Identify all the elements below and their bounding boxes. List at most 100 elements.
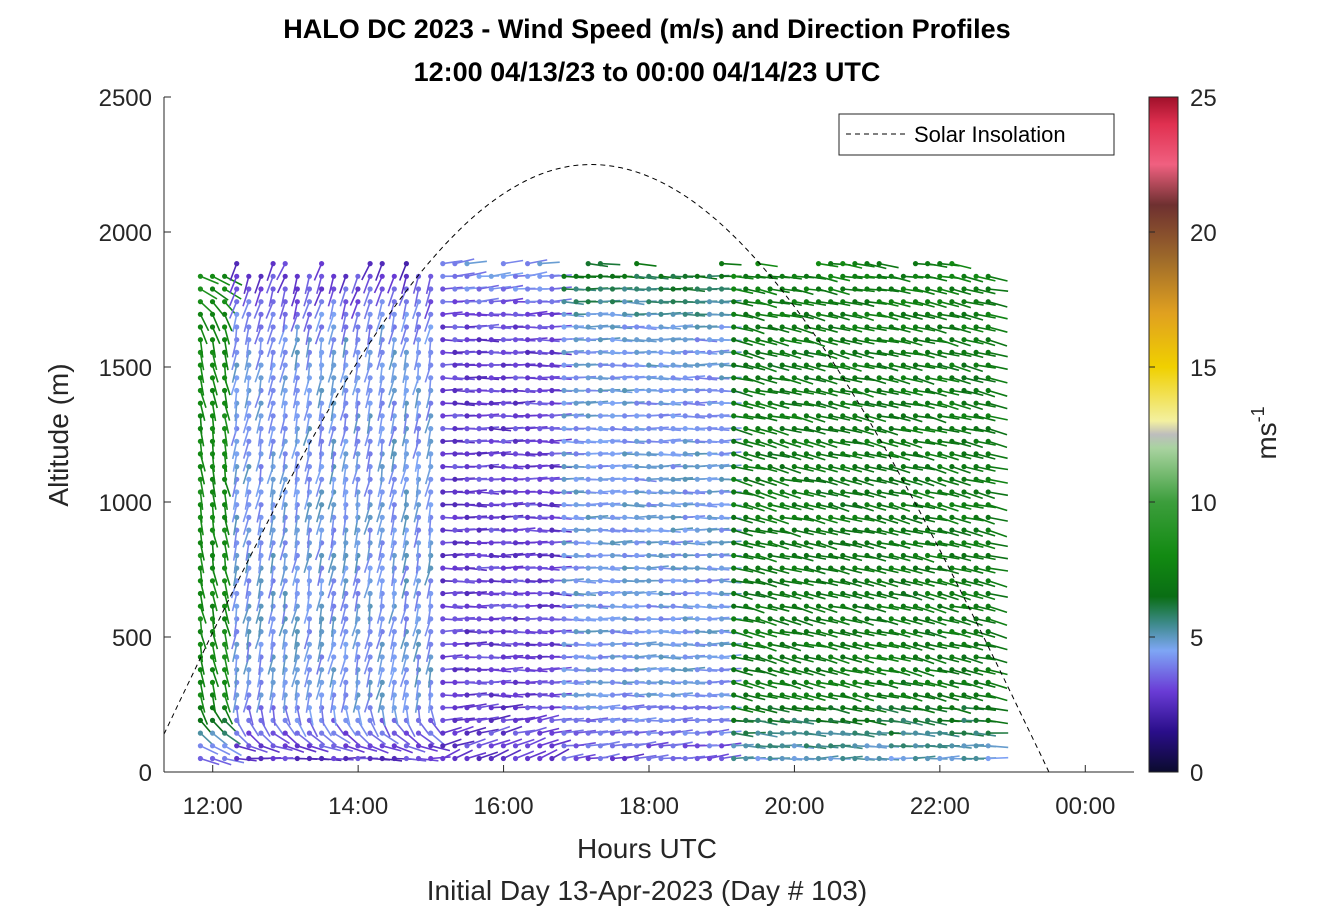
wind-barb-point [719,273,725,279]
wind-barb-shaft [284,745,305,753]
wind-barb-point [658,451,664,457]
wind-barb-point [319,743,325,749]
wind-barb-point [743,629,749,635]
wind-barb-point [549,311,555,317]
wind-barb-point [937,514,943,521]
wind-barb-point [282,311,288,317]
wind-barb-point [367,527,373,533]
wind-barb-point [925,616,931,622]
wind-barb-point [597,400,604,406]
wind-barb-point [888,641,894,647]
wind-barb-shaft [228,301,238,319]
wind-barb-shaft [818,580,839,587]
wind-barb-point [403,552,409,559]
wind-barb-point [912,603,919,609]
wind-barb-point [500,451,506,457]
wind-barb-point [937,375,943,381]
wind-barb-shaft [806,694,826,702]
wind-barb-shaft [830,453,851,458]
wind-barb-point [246,527,252,533]
wind-barb-point [282,299,288,305]
wind-barb-point [258,324,264,330]
wind-barb-shaft [939,377,960,383]
wind-barb-point [464,451,470,457]
wind-barb-point [682,438,688,444]
wind-barb-shaft [866,326,887,332]
wind-barb-point [391,273,397,279]
wind-barb-point [706,565,713,571]
wind-barb-point [537,629,543,635]
wind-barb-point [500,552,506,559]
wind-barb-shaft [842,681,863,689]
wind-barb-point [585,679,591,686]
wind-barb-shaft [903,478,923,486]
wind-barb-point [403,616,409,622]
wind-barb-point [694,603,700,609]
wind-barb-point [803,641,810,647]
wind-barb-shaft [478,703,499,709]
wind-barb-point [415,527,422,533]
wind-barb-point [925,603,931,609]
wind-barb-shaft [307,568,311,587]
wind-barb-point [852,552,858,559]
wind-barb-point [815,641,822,647]
wind-barb-point [900,705,907,711]
wind-barb-shaft [733,377,754,382]
wind-barb-point [428,755,434,762]
wind-barb-point [512,438,519,444]
wind-barb-point [937,387,943,394]
wind-barb-point [840,261,846,267]
wind-barb-shaft [381,707,386,726]
wind-barb-point [731,654,737,660]
wind-barb-point [306,502,312,508]
wind-barb-shaft [415,479,420,498]
wind-barb-shaft [315,491,323,510]
wind-barb-shaft [375,631,383,650]
wind-barb-point [706,743,713,749]
wind-barb-shaft [915,694,936,700]
wind-barb-point [585,311,591,317]
wind-barb-point [719,641,725,647]
wind-barb-point [500,743,506,749]
wind-barb-point [682,540,688,546]
wind-barb-shaft [854,491,875,498]
wind-barb-point [403,578,409,584]
wind-barb-point [743,286,749,292]
wind-barb-point [682,413,688,419]
wind-barb-point [428,413,434,419]
wind-barb-point [464,616,470,622]
wind-barb-point [815,755,822,762]
wind-barb-shaft [318,453,323,472]
wind-barb-point [512,717,519,724]
wind-barb-point [391,502,397,508]
wind-barb-point [597,641,604,647]
wind-barb-shaft [233,466,238,485]
wind-barb-point [864,629,870,635]
wind-barb-shaft [355,669,359,688]
wind-barb-shaft [648,754,669,760]
wind-barb-shaft [842,364,862,372]
wind-barb-point [658,654,664,660]
wind-barb-shaft [365,314,371,333]
wind-barb-point [440,654,446,660]
wind-barb-point [512,387,519,394]
wind-barb-shaft [319,365,323,384]
wind-barb-point [888,565,894,571]
wind-barb-point [888,489,894,495]
wind-barb-shaft [951,300,972,309]
wind-barb-point [464,590,470,597]
wind-barb-shaft [769,706,790,713]
wind-barb-point [779,717,785,724]
wind-barb-shaft [818,288,838,296]
wind-barb-point [622,273,628,279]
wind-barb-point [258,755,264,762]
wind-barb-point [719,349,725,355]
wind-barb-point [912,730,919,736]
wind-barb-shaft [330,529,335,549]
wind-barb-point [597,387,604,394]
wind-barb-point [282,375,288,381]
wind-barb-shaft [369,745,389,754]
wind-barb-shaft [342,352,347,371]
wind-barb-point [791,616,797,622]
wind-barb-point [440,324,446,330]
